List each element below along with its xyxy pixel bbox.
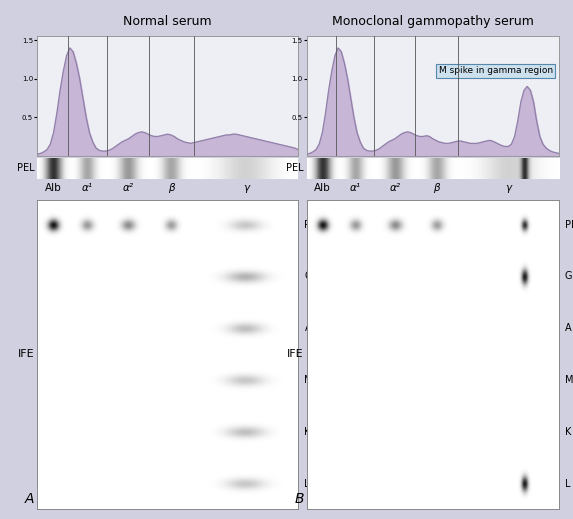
Text: PEL: PEL [565, 220, 573, 229]
Text: α²: α² [123, 183, 134, 194]
Text: Monoclonal gammopathy serum: Monoclonal gammopathy serum [332, 15, 533, 28]
Text: Alb: Alb [314, 183, 331, 194]
Text: PEL: PEL [17, 163, 34, 173]
Text: PEL: PEL [304, 220, 322, 229]
Text: γ: γ [243, 183, 249, 194]
Text: PEL: PEL [286, 163, 304, 173]
Text: L: L [565, 479, 571, 489]
Text: K: K [304, 427, 311, 437]
Text: IFE: IFE [18, 349, 34, 359]
Text: B: B [294, 492, 304, 506]
Text: β: β [433, 183, 439, 194]
Text: M: M [304, 375, 313, 385]
Text: β: β [168, 183, 175, 194]
Text: M: M [565, 375, 573, 385]
Text: IFE: IFE [287, 349, 304, 359]
Text: G: G [304, 271, 312, 281]
Text: γ: γ [505, 183, 511, 194]
Text: A: A [25, 492, 34, 506]
Text: M spike in gamma region: M spike in gamma region [438, 66, 553, 75]
Text: α¹: α¹ [350, 183, 360, 194]
Text: L: L [304, 479, 310, 489]
Text: A: A [565, 323, 572, 333]
Text: α¹: α¹ [82, 183, 93, 194]
Text: Normal serum: Normal serum [123, 15, 212, 28]
Text: α²: α² [389, 183, 401, 194]
Text: Alb: Alb [45, 183, 62, 194]
Text: A: A [304, 323, 311, 333]
Text: G: G [565, 271, 572, 281]
Text: K: K [565, 427, 571, 437]
